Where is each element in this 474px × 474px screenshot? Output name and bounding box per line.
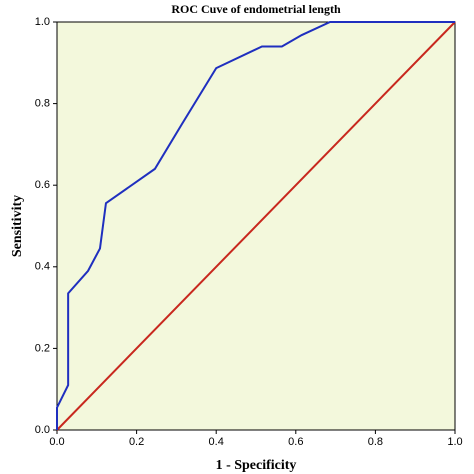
roc-line (56, 21, 456, 431)
x-tick-label: 0.2 (129, 436, 144, 448)
x-tick-label: 0.4 (209, 436, 224, 448)
chart-title: ROC Cuve of endometrial length (171, 2, 341, 16)
x-axis-label: 1 - Specificity (216, 458, 297, 473)
y-tick-label: 1.0 (35, 16, 50, 28)
roc-line (56, 21, 455, 430)
x-tick-label: 1.0 (447, 436, 462, 448)
x-tick-label: 0.8 (368, 436, 383, 448)
y-axis-label: Sensitivity (10, 195, 25, 257)
y-tick-label: 0.8 (35, 98, 50, 110)
y-tick-label: 0.6 (35, 179, 50, 191)
x-tick-label: 0.6 (288, 436, 303, 448)
y-tick-label: 0.4 (35, 261, 50, 273)
y-tick-label: 0.2 (35, 342, 50, 354)
y-tick-label: 0.0 (35, 424, 50, 436)
x-tick-label: 0.0 (49, 436, 64, 448)
